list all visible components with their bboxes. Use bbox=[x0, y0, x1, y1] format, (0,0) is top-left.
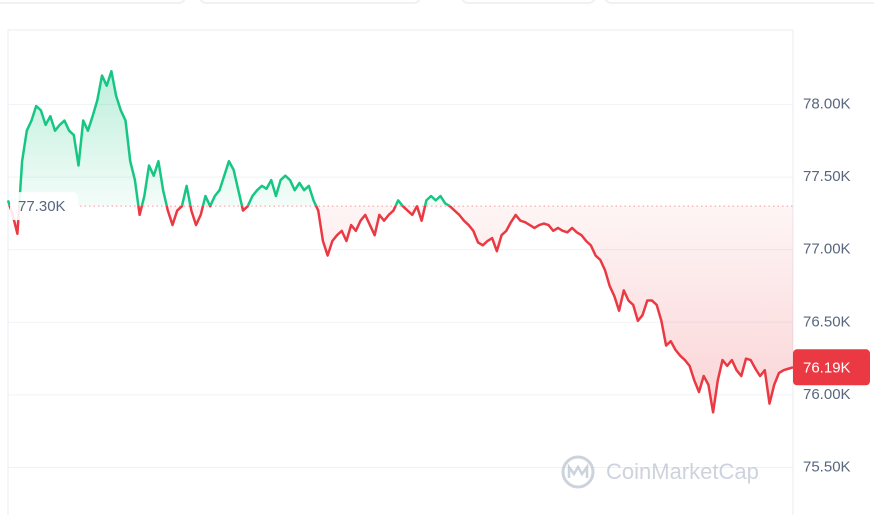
tab[interactable] bbox=[199, 0, 421, 4]
y-tick-label: 77.00K bbox=[803, 241, 851, 258]
y-tick-label: 76.00K bbox=[803, 386, 851, 403]
watermark-text: CoinMarketCap bbox=[606, 459, 759, 484]
y-tick-label: 78.00K bbox=[803, 96, 851, 113]
area-fill bbox=[8, 71, 793, 413]
tab[interactable] bbox=[0, 0, 186, 4]
baseline-badge bbox=[10, 192, 78, 221]
last-price-badge bbox=[793, 349, 870, 386]
y-tick-label: 75.50K bbox=[803, 458, 851, 475]
watermark-icon bbox=[567, 463, 589, 478]
last-price-label: 76.19K bbox=[803, 359, 851, 376]
watermark-icon bbox=[561, 455, 595, 489]
y-tick-label: 77.50K bbox=[803, 168, 851, 185]
tab[interactable] bbox=[461, 0, 596, 4]
baseline-label: 77.30K bbox=[18, 198, 66, 215]
watermark: CoinMarketCap bbox=[561, 455, 759, 489]
tab[interactable] bbox=[604, 0, 874, 4]
price-line bbox=[6, 69, 794, 414]
y-tick-label: 76.50K bbox=[803, 313, 851, 330]
